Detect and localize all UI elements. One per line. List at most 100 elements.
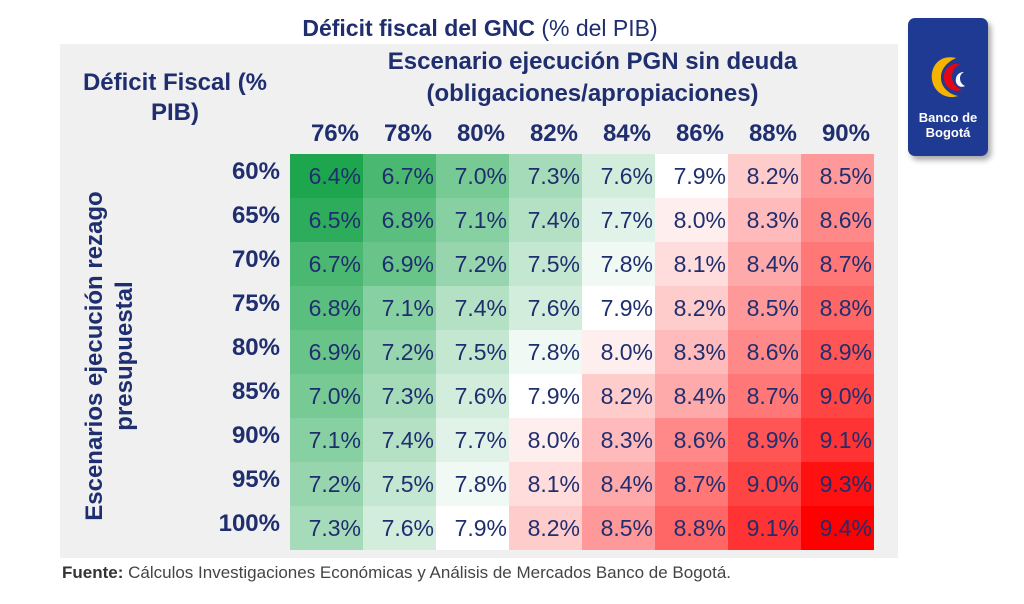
heatmap-cell: 6.7% (290, 242, 363, 286)
row-header: 90% (231, 422, 280, 449)
heatmap-cell: 7.9% (655, 154, 728, 198)
source-note: Fuente: Cálculos Investigaciones Económi… (62, 562, 731, 584)
row-header: 85% (231, 378, 280, 405)
heatmap-cell: 8.5% (728, 286, 801, 330)
heatmap-cell: 7.8% (436, 462, 509, 506)
heatmap-cell: 8.9% (801, 330, 874, 374)
heatmap-cell: 8.7% (728, 374, 801, 418)
heatmap-cell: 9.0% (801, 374, 874, 418)
heatmap-cell: 8.6% (801, 198, 874, 242)
logo-swirl-icon (931, 57, 965, 98)
heatmap-cell: 8.1% (655, 242, 728, 286)
heatmap-cell: 7.9% (509, 374, 582, 418)
column-group-label: Escenario ejecución PGN sin deuda (oblig… (387, 48, 798, 107)
source-text: Cálculos Investigaciones Económicas y An… (123, 563, 731, 582)
heatmap-cell: 7.8% (582, 242, 655, 286)
heatmap-cell: 9.1% (801, 418, 874, 462)
column-header: 90% (821, 120, 870, 147)
heatmap-cell: 7.2% (290, 462, 363, 506)
heatmap-cell: 8.7% (801, 242, 874, 286)
heatmap-cell: 8.3% (582, 418, 655, 462)
heatmap-cell: 6.4% (290, 154, 363, 198)
heatmap-cell: 8.2% (655, 286, 728, 330)
heatmap-cell: 8.8% (655, 506, 728, 550)
heatmap-cell: 7.1% (436, 198, 509, 242)
heatmap-cell: 8.0% (655, 198, 728, 242)
heatmap-cell: 7.6% (436, 374, 509, 418)
heatmap-cell: 6.9% (363, 242, 436, 286)
heatmap-cell: 8.5% (582, 506, 655, 550)
heatmap-cell: 8.2% (582, 374, 655, 418)
heatmap-cell: 6.8% (290, 286, 363, 330)
heatmap-cell: 7.6% (582, 154, 655, 198)
heatmap-cell: 7.5% (436, 330, 509, 374)
source-label: Fuente: (62, 563, 124, 582)
column-header: 76% (310, 120, 359, 147)
heatmap-cell: 7.1% (290, 418, 363, 462)
heatmap-cell: 7.7% (582, 198, 655, 242)
chart-title-bold: Déficit fiscal del GNC (302, 15, 535, 41)
heatmap-cell: 7.5% (363, 462, 436, 506)
column-header: 86% (675, 120, 724, 147)
column-header: 84% (602, 120, 651, 147)
column-header: 78% (383, 120, 432, 147)
heatmap-cell: 7.7% (436, 418, 509, 462)
heatmap-cell: 7.0% (290, 374, 363, 418)
heatmap-cell: 9.4% (801, 506, 874, 550)
heatmap-cell: 8.6% (655, 418, 728, 462)
row-header: 65% (231, 202, 280, 229)
corner-label: Déficit Fiscal (% PIB) (82, 69, 268, 126)
heatmap-cell: 8.5% (801, 154, 874, 198)
chart-title-unit: (% del PIB) (534, 15, 658, 41)
heatmap-cell: 7.9% (582, 286, 655, 330)
logo-line2: Bogotá (925, 125, 971, 140)
heatmap-cell: 8.4% (582, 462, 655, 506)
heatmap-cell: 6.7% (363, 154, 436, 198)
heatmap-cell: 7.6% (363, 506, 436, 550)
column-header: 80% (456, 120, 505, 147)
heatmap-cell: 7.1% (363, 286, 436, 330)
column-header: 82% (529, 120, 578, 147)
heatmap-cell: 6.5% (290, 198, 363, 242)
heatmap-cell: 8.2% (728, 154, 801, 198)
row-header: 70% (231, 246, 280, 273)
heatmap-cell: 9.1% (728, 506, 801, 550)
heatmap-cell: 8.9% (728, 418, 801, 462)
heatmap-cell: 7.4% (509, 198, 582, 242)
logo-line1: Banco de (918, 110, 978, 125)
heatmap-cell: 7.8% (509, 330, 582, 374)
heatmap-cell: 8.0% (509, 418, 582, 462)
heatmap-cell: 7.4% (363, 418, 436, 462)
heatmap-cell: 7.6% (509, 286, 582, 330)
heatmap-cell: 8.1% (509, 462, 582, 506)
heatmap-cell: 8.3% (728, 198, 801, 242)
heatmap-cell: 9.0% (728, 462, 801, 506)
row-header: 75% (231, 290, 280, 317)
heatmap-cell: 8.7% (655, 462, 728, 506)
heatmap-cell: 7.2% (436, 242, 509, 286)
column-header: 88% (748, 120, 797, 147)
heatmap-cell: 6.8% (363, 198, 436, 242)
chart-title: Déficit fiscal del GNC (% del PIB) (60, 14, 900, 42)
logo-text: Banco de Bogotá (908, 110, 988, 140)
heatmap-cell: 7.3% (509, 154, 582, 198)
row-header: 100% (218, 510, 280, 537)
row-header: 80% (231, 334, 280, 361)
banco-de-bogota-logo-icon: Banco de Bogotá (908, 18, 988, 156)
heatmap-cell: 8.2% (509, 506, 582, 550)
heatmap-cell: 8.0% (582, 330, 655, 374)
heatmap-cell: 8.8% (801, 286, 874, 330)
row-header: 95% (231, 466, 280, 493)
row-header: 60% (231, 158, 280, 185)
heatmap-cell: 7.2% (363, 330, 436, 374)
heatmap-cell: 7.3% (363, 374, 436, 418)
heatmap-cell: 8.6% (728, 330, 801, 374)
heatmap-cell: 7.4% (436, 286, 509, 330)
heatmap-cell: 7.5% (509, 242, 582, 286)
heatmap-cell: 8.4% (655, 374, 728, 418)
heatmap-cell: 7.9% (436, 506, 509, 550)
row-group-label-text: Escenarios ejecución rezago presupuestal (81, 191, 138, 521)
heatmap-cell: 7.3% (290, 506, 363, 550)
heatmap-cell: 9.3% (801, 462, 874, 506)
heatmap-cell: 8.3% (655, 330, 728, 374)
